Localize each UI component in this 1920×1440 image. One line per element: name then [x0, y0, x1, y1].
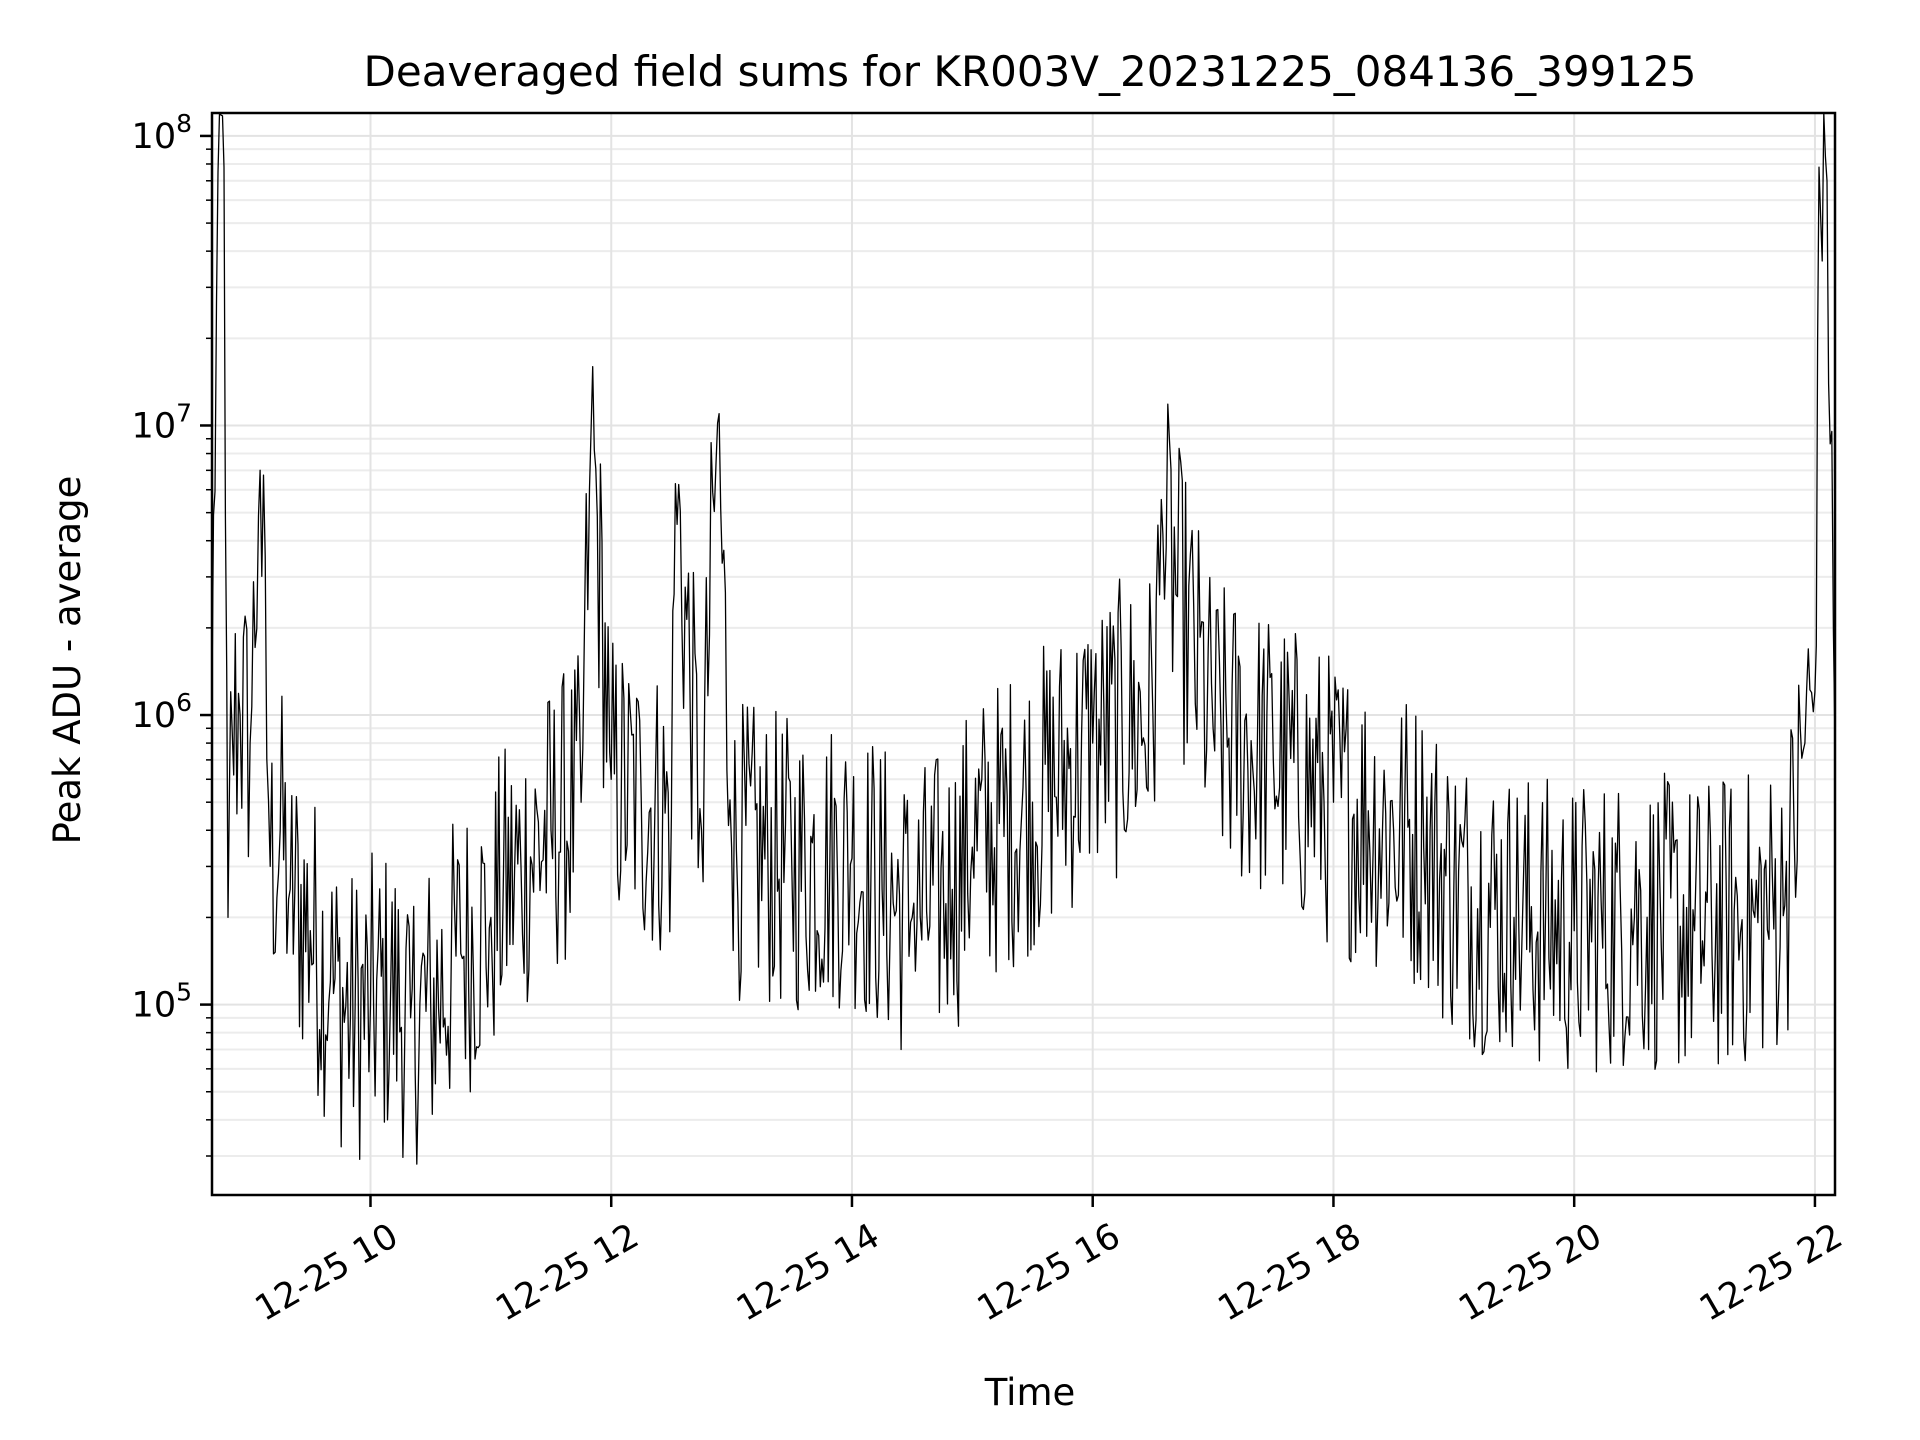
y-axis-label: Peak ADU - average — [46, 476, 89, 845]
y-tick-label: 108 — [132, 109, 192, 157]
plot-frame — [210, 111, 1837, 1197]
y-tick-label: 105 — [132, 978, 192, 1026]
y-tick-label: 107 — [132, 398, 192, 446]
x-axis-label: Time — [984, 1371, 1076, 1414]
chart-title: Deaveraged field sums for KR003V_2023122… — [364, 47, 1697, 96]
series-path — [211, 112, 1836, 1165]
y-tick-label: 106 — [132, 688, 192, 736]
y-axis: 105 106 107 108 — [132, 109, 212, 1157]
series-line — [211, 112, 1836, 1165]
